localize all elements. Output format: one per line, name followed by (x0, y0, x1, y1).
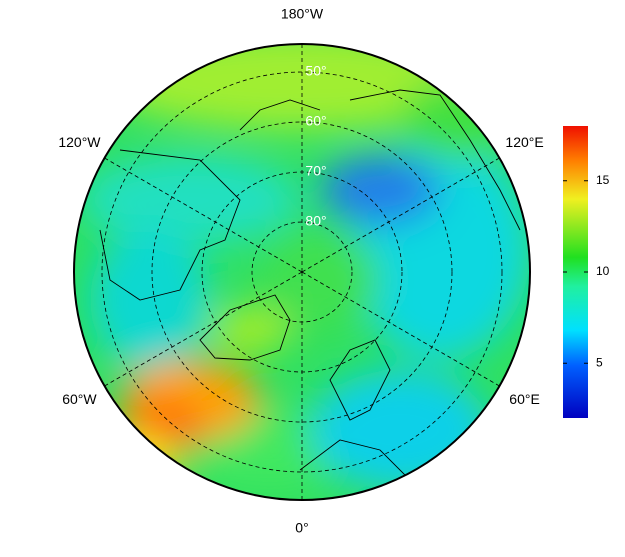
longitude-label: 60°W (62, 391, 97, 407)
meridian (104, 157, 303, 273)
colorbar-tick-label: 5 (596, 355, 603, 369)
colorbar (563, 126, 588, 418)
longitude-label: 60°E (509, 391, 540, 407)
longitude-label: 180°W (281, 6, 324, 22)
longitude-label: 120°W (58, 134, 101, 150)
latitude-label: 80° (305, 213, 326, 229)
latitude-circle (101, 71, 503, 473)
latitude-label: 60° (305, 113, 326, 129)
meridian (301, 271, 500, 387)
longitude-label: 120°E (505, 134, 543, 150)
meridian (301, 157, 500, 273)
meridian (104, 271, 303, 387)
latitude-label: 50° (305, 63, 326, 79)
latitude-circle (151, 121, 453, 423)
latitude-label: 70° (305, 163, 326, 179)
longitude-label: 0° (295, 520, 308, 536)
map-border (73, 43, 531, 501)
colorbar-tick-label: 10 (596, 264, 610, 278)
colorbar-tick-label: 15 (596, 173, 610, 187)
